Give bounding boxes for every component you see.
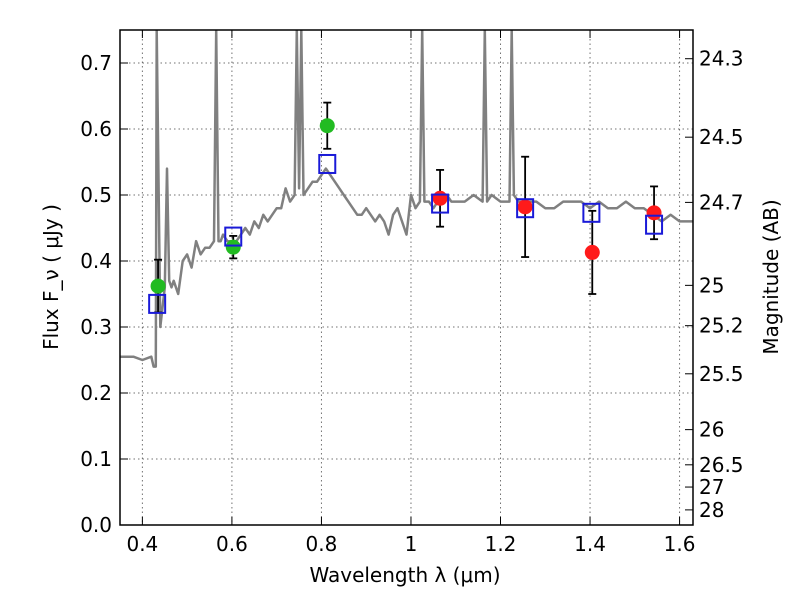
red-photometry-point — [517, 199, 533, 215]
y2-tick-label: 28 — [699, 498, 724, 522]
model-square-point — [224, 226, 243, 247]
y-tick-label: 0.6 — [80, 117, 112, 141]
model-square-point — [431, 193, 450, 214]
y-axis-title: Flux F_ν ( μJy ) — [39, 204, 63, 350]
x-tick-label: 0.8 — [306, 532, 338, 556]
axis-ticks — [120, 30, 693, 526]
y-tick-label: 0.2 — [80, 381, 112, 405]
y2-tick-label: 26.5 — [699, 453, 744, 477]
model-square-point — [582, 202, 601, 223]
x-tick-label: 1.6 — [664, 532, 696, 556]
x-tick-label: 1.4 — [574, 532, 606, 556]
x-tick-label: 0.6 — [216, 532, 248, 556]
y-tick-label: 0.1 — [80, 447, 112, 471]
y-tick-label: 0.4 — [80, 249, 112, 273]
y-tick-label: 0.3 — [80, 315, 112, 339]
y2-tick-label: 24.5 — [699, 125, 744, 149]
x-tick-label: 1.2 — [485, 532, 517, 556]
y-tick-label: 0.0 — [80, 513, 112, 537]
x-tick-label: 1 — [405, 532, 418, 556]
y-tick-label: 0.7 — [80, 51, 112, 75]
photometry-points — [148, 101, 664, 314]
x-axis-title: Wavelength λ (μm) — [309, 563, 500, 587]
y2-tick-label: 26 — [699, 418, 724, 442]
y2-tick-label: 25 — [699, 273, 724, 297]
green-photometry-point — [150, 278, 166, 294]
green-photometry-point — [319, 118, 335, 134]
green-photometry-point — [225, 239, 241, 255]
tick-labels: 0.4 0.6 0.8 1 1.2 1.4 1.6 0.0 0.1 0.2 0.3 0.4 0.5 0.6… — [80, 47, 743, 556]
red-photometry-point — [646, 205, 662, 221]
model-square-point — [148, 293, 167, 314]
red-photometry-point — [584, 244, 600, 260]
x-tick-label: 0.4 — [126, 532, 158, 556]
plot-frame — [119, 29, 694, 526]
model-square-point — [645, 214, 664, 235]
grid-lines — [120, 30, 693, 526]
y2-axis-title: Magnitude (AB) — [759, 199, 783, 354]
y2-tick-label: 24.7 — [699, 190, 744, 214]
sed-curve — [120, 30, 693, 368]
y2-tick-label: 25.2 — [699, 314, 744, 338]
model-square-point — [318, 153, 337, 174]
y-tick-label: 0.5 — [80, 183, 112, 207]
y2-tick-label: 25.5 — [699, 362, 744, 386]
y2-tick-label: 27 — [699, 475, 724, 499]
red-photometry-point — [432, 190, 448, 206]
y2-tick-label: 24.3 — [699, 47, 744, 71]
model-square-point — [516, 198, 535, 219]
sed-spectrum-line — [120, 30, 693, 368]
